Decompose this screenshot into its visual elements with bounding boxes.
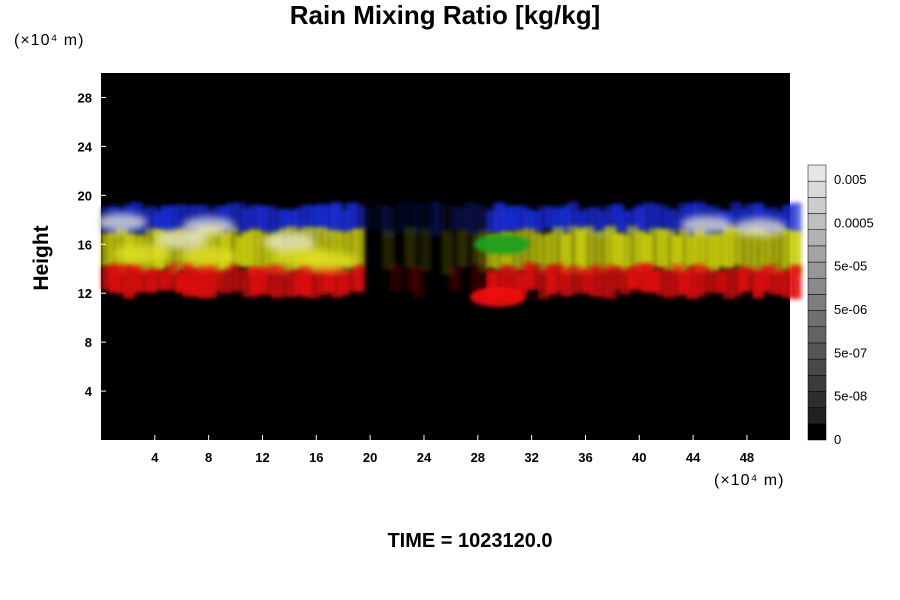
colorbar-tick-label: 0.005 bbox=[834, 172, 867, 187]
colorbar-swatch bbox=[807, 326, 827, 344]
colorbar-tick-label: 0.0005 bbox=[834, 215, 874, 230]
field-highlight bbox=[263, 232, 316, 251]
field-layer bbox=[101, 262, 802, 300]
field-highlight bbox=[95, 213, 148, 232]
field-cell bbox=[789, 202, 802, 233]
time-label: TIME = 1023120.0 bbox=[387, 530, 553, 552]
colorbar-tick-label: 5e-06 bbox=[834, 302, 867, 317]
x-tick-label: 44 bbox=[686, 450, 701, 465]
colorbar-swatch bbox=[807, 375, 827, 392]
colorbar-swatch bbox=[807, 229, 827, 247]
field-cell bbox=[382, 230, 395, 270]
y-tick-label: 28 bbox=[78, 90, 92, 105]
colorbar-tick-label: 5e-08 bbox=[834, 389, 867, 404]
chart-title: Rain Mixing Ratio [kg/kg] bbox=[289, 0, 601, 30]
x-tick-label: 48 bbox=[740, 450, 754, 465]
field-cell bbox=[352, 265, 365, 293]
y-tick-label: 16 bbox=[78, 237, 92, 252]
field-highlight bbox=[680, 215, 733, 234]
field-cell bbox=[789, 265, 802, 300]
field-cell bbox=[404, 226, 417, 268]
field-cell bbox=[389, 262, 402, 292]
field-cell bbox=[360, 208, 373, 232]
field-highlight bbox=[182, 216, 235, 235]
field-highlight bbox=[155, 230, 208, 249]
field-cell bbox=[419, 228, 432, 271]
x-tick-label: 4 bbox=[151, 450, 159, 465]
y-tick-label: 8 bbox=[85, 335, 92, 350]
colorbar-tick-label: 5e-05 bbox=[834, 259, 867, 274]
field-highlight bbox=[113, 244, 170, 265]
field-cell bbox=[441, 230, 454, 275]
x-tick-label: 36 bbox=[578, 450, 592, 465]
field-highlights bbox=[95, 213, 787, 272]
field-highlight bbox=[180, 246, 237, 267]
colorbar-swatch bbox=[807, 310, 827, 328]
field-cell bbox=[448, 267, 461, 291]
field-highlight bbox=[301, 251, 358, 272]
x-axis-unit: (×10⁴ m) bbox=[714, 472, 785, 489]
field-cell bbox=[411, 265, 424, 298]
y-tick-label: 4 bbox=[85, 384, 93, 399]
field-cell bbox=[456, 230, 469, 268]
x-tick-label: 12 bbox=[255, 450, 269, 465]
field-cell bbox=[434, 202, 447, 235]
colorbar-swatch bbox=[807, 180, 827, 198]
x-tick-label: 32 bbox=[524, 450, 538, 465]
colorbar-swatch bbox=[807, 213, 827, 230]
x-tick-label: 24 bbox=[417, 450, 432, 465]
colorbar-swatch bbox=[807, 358, 827, 376]
x-tick-label: 40 bbox=[632, 450, 646, 465]
colorbar-tick-label: 5e-07 bbox=[834, 345, 867, 360]
x-tick-label: 8 bbox=[205, 450, 212, 465]
field-cell bbox=[471, 265, 484, 292]
x-tick-label: 20 bbox=[363, 450, 377, 465]
field-highlight bbox=[734, 218, 787, 237]
colorbar-swatch bbox=[807, 294, 827, 311]
x-tick-label: 28 bbox=[471, 450, 485, 465]
field-cell bbox=[789, 231, 802, 275]
field-cell bbox=[352, 228, 365, 268]
colorbar-swatch bbox=[807, 197, 827, 214]
y-tick-label: 24 bbox=[78, 139, 93, 154]
colorbar-swatch bbox=[807, 277, 827, 295]
colorbar-tick-label: 0 bbox=[834, 432, 841, 447]
y-tick-label: 12 bbox=[78, 286, 92, 301]
field-cell bbox=[397, 201, 410, 234]
colorbar-swatch bbox=[808, 423, 826, 440]
y-tick-label: 20 bbox=[78, 188, 92, 203]
x-tick-label: 16 bbox=[309, 450, 323, 465]
colorbar-swatch bbox=[807, 391, 827, 408]
colorbar-swatch bbox=[807, 261, 827, 279]
field-feature bbox=[474, 234, 531, 255]
colorbar-swatch bbox=[807, 245, 827, 263]
colorbar-swatch bbox=[807, 342, 827, 360]
field-features bbox=[469, 234, 531, 307]
y-axis-unit: (×10⁴ m) bbox=[14, 32, 85, 49]
colorbar-swatch bbox=[807, 164, 827, 182]
colorbar-swatch bbox=[807, 407, 827, 425]
field-feature bbox=[469, 286, 526, 307]
